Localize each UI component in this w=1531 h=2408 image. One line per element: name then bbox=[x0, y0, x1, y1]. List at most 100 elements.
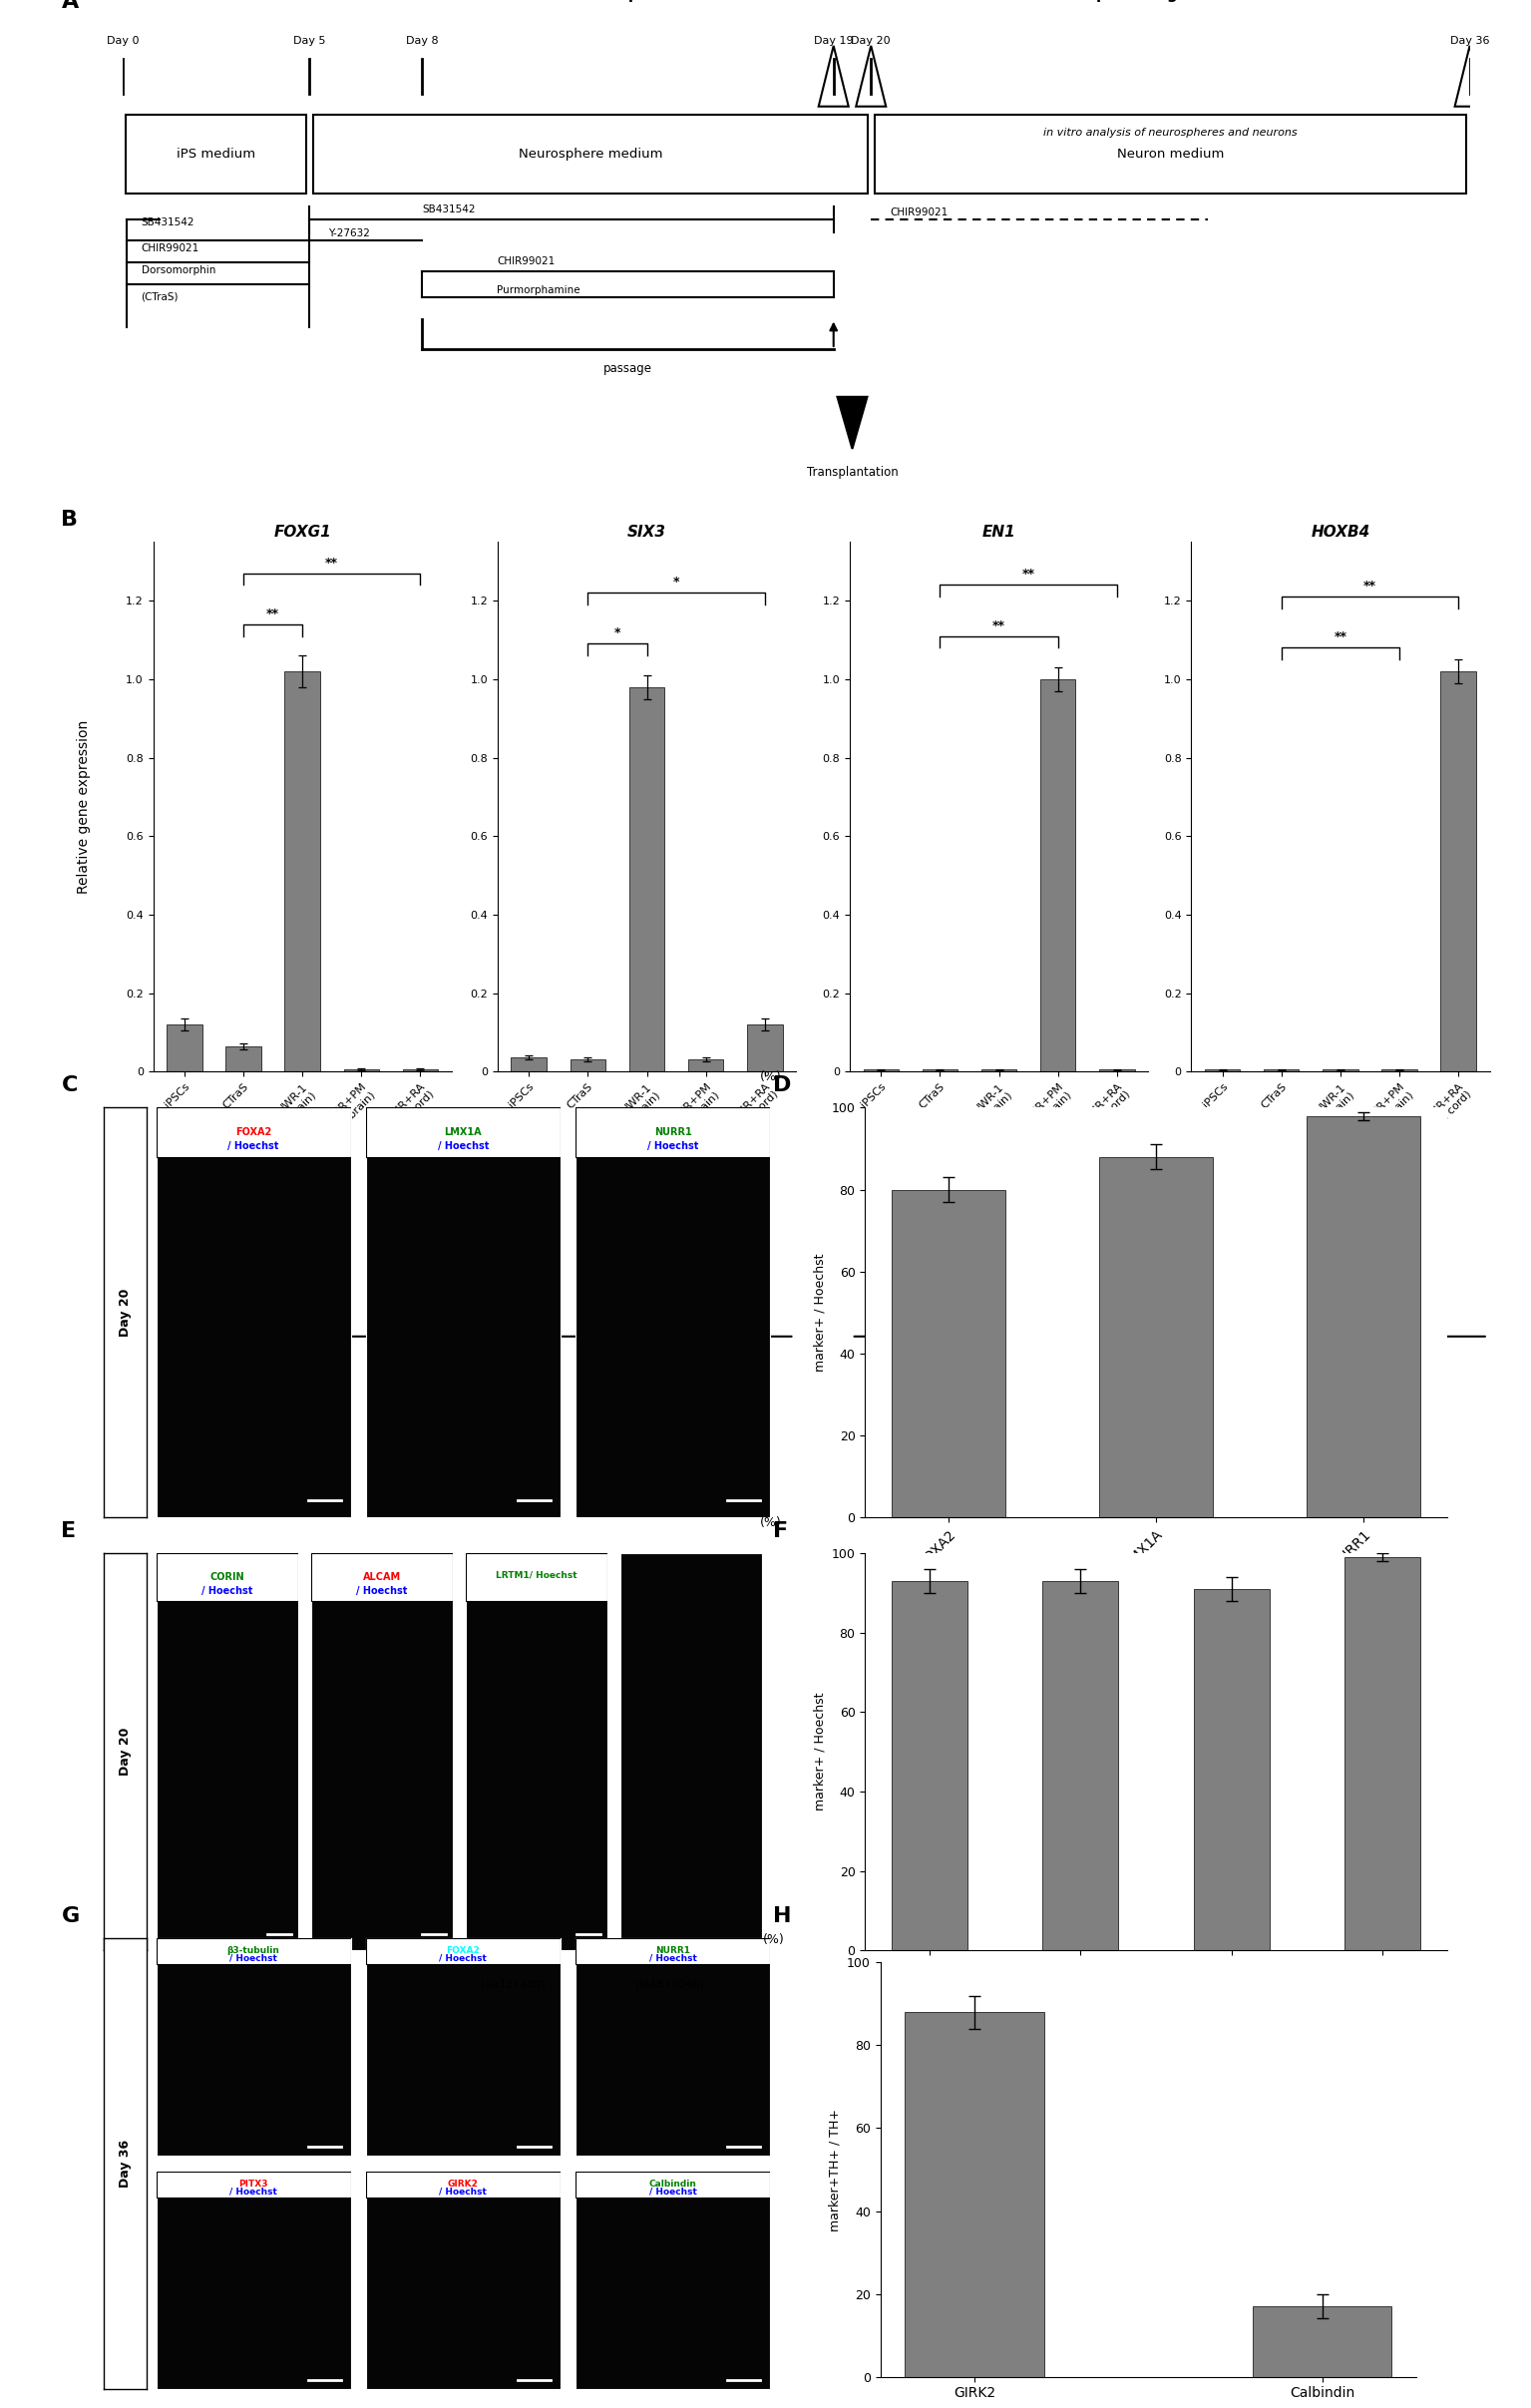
Text: PITX3: PITX3 bbox=[239, 2179, 268, 2189]
Bar bbox=[156, 1553, 299, 1601]
Bar bbox=[576, 2172, 770, 2199]
Bar bbox=[1306, 1115, 1421, 1517]
Text: / Hoechst: / Hoechst bbox=[649, 1953, 697, 1963]
Text: Day 0: Day 0 bbox=[106, 36, 139, 46]
Polygon shape bbox=[837, 397, 867, 448]
Text: Day 19: Day 19 bbox=[814, 36, 853, 46]
Text: Neurospheres: Neurospheres bbox=[568, 0, 687, 2]
Text: Day 5: Day 5 bbox=[1206, 1368, 1239, 1377]
Text: FOXA2: FOXA2 bbox=[447, 1946, 479, 1955]
Title: SIX3: SIX3 bbox=[628, 525, 666, 539]
Bar bbox=[511, 1057, 547, 1072]
Bar bbox=[891, 1582, 968, 1950]
Text: iPSCs: iPSCs bbox=[193, 0, 240, 2]
Bar bbox=[576, 1938, 770, 1965]
Text: SB431542: SB431542 bbox=[141, 217, 194, 229]
Text: (%): (%) bbox=[762, 1934, 784, 1946]
Text: Day 5: Day 5 bbox=[865, 1368, 897, 1377]
Text: Day 20: Day 20 bbox=[851, 36, 891, 46]
Bar bbox=[285, 672, 320, 1072]
Bar bbox=[747, 1023, 782, 1072]
Text: Day 5: Day 5 bbox=[168, 1368, 201, 1377]
Text: Day 36: Day 36 bbox=[119, 2141, 132, 2186]
Text: LMX1A: LMX1A bbox=[444, 1127, 482, 1137]
Bar bbox=[225, 1045, 262, 1072]
Text: (%): (%) bbox=[761, 1069, 782, 1084]
Bar bbox=[1099, 1156, 1213, 1517]
Text: CHIR99021: CHIR99021 bbox=[890, 207, 948, 217]
Text: C: C bbox=[61, 1076, 78, 1096]
Text: / Hoechst: / Hoechst bbox=[649, 2186, 697, 2196]
Text: Day 20: Day 20 bbox=[119, 1288, 132, 1336]
Title: EN1: EN1 bbox=[983, 525, 1015, 539]
Text: / Hoechst: / Hoechst bbox=[648, 1141, 698, 1151]
Bar bbox=[366, 1108, 560, 1156]
Bar bbox=[366, 1938, 560, 1965]
Title: FOXG1: FOXG1 bbox=[274, 525, 331, 539]
Text: CHIR99021: CHIR99021 bbox=[141, 243, 199, 253]
Text: passage: passage bbox=[603, 361, 652, 376]
Text: **: ** bbox=[326, 556, 338, 568]
FancyBboxPatch shape bbox=[874, 116, 1467, 193]
Bar bbox=[1194, 1589, 1269, 1950]
Text: / Hoechst: / Hoechst bbox=[439, 2186, 487, 2196]
Text: Day 19: Day 19 bbox=[312, 1368, 352, 1377]
Text: ALCAM: ALCAM bbox=[363, 1572, 401, 1582]
FancyBboxPatch shape bbox=[312, 116, 868, 193]
Text: LRTM1/ Hoechst: LRTM1/ Hoechst bbox=[496, 1570, 577, 1580]
Text: G: G bbox=[61, 1907, 80, 1926]
Text: Transplantation: Transplantation bbox=[807, 467, 899, 479]
Text: (CTraS): (CTraS) bbox=[141, 291, 179, 301]
Title: HOXB4: HOXB4 bbox=[1311, 525, 1370, 539]
Text: *: * bbox=[614, 626, 620, 641]
Text: Day 19: Day 19 bbox=[1009, 1368, 1049, 1377]
Text: Relative gene expression: Relative gene expression bbox=[77, 720, 92, 893]
Text: iPS medium: iPS medium bbox=[176, 147, 256, 161]
Bar bbox=[576, 1108, 770, 1156]
Text: CHIR99021: CHIR99021 bbox=[496, 258, 554, 267]
Text: Calbindin: Calbindin bbox=[649, 2179, 697, 2189]
Text: Y-27632: Y-27632 bbox=[328, 229, 371, 238]
FancyBboxPatch shape bbox=[126, 116, 306, 193]
Text: *: * bbox=[674, 576, 680, 590]
Text: (MAB10046): (MAB10046) bbox=[635, 1979, 704, 1989]
Text: E: E bbox=[61, 1522, 77, 1541]
Text: Day 19: Day 19 bbox=[657, 1368, 697, 1377]
Text: NURR1: NURR1 bbox=[654, 1127, 692, 1137]
Bar bbox=[687, 1060, 724, 1072]
Text: H: H bbox=[773, 1907, 792, 1926]
Text: NURR1: NURR1 bbox=[655, 1946, 690, 1955]
Text: / Hoechst: / Hoechst bbox=[438, 1141, 488, 1151]
Y-axis label: marker+TH+ / TH+: marker+TH+ / TH+ bbox=[828, 2109, 841, 2230]
Bar bbox=[629, 686, 664, 1072]
Text: Neuron medium: Neuron medium bbox=[1116, 147, 1223, 161]
Bar bbox=[1043, 1582, 1118, 1950]
Bar bbox=[156, 1108, 351, 1156]
Text: / Hoechst: / Hoechst bbox=[228, 1141, 279, 1151]
Text: Day 19: Day 19 bbox=[1350, 1368, 1390, 1377]
Text: CORIN: CORIN bbox=[210, 1572, 245, 1582]
Bar bbox=[1252, 2307, 1392, 2377]
Text: **: ** bbox=[1023, 568, 1035, 580]
Text: Day 36: Day 36 bbox=[1450, 36, 1490, 46]
Text: / Hoechst: / Hoechst bbox=[230, 2186, 277, 2196]
Text: / Hoechst: / Hoechst bbox=[439, 1953, 487, 1963]
Bar bbox=[311, 1553, 453, 1601]
Text: SB431542: SB431542 bbox=[423, 205, 475, 214]
Bar bbox=[167, 1023, 202, 1072]
Text: **: ** bbox=[266, 607, 279, 621]
Bar bbox=[570, 1060, 606, 1072]
Bar bbox=[905, 2013, 1044, 2377]
Text: Dopaminergic neurons: Dopaminergic neurons bbox=[1073, 0, 1268, 2]
Text: **: ** bbox=[1334, 631, 1347, 643]
Text: Neurosphere medium: Neurosphere medium bbox=[517, 147, 663, 161]
Text: β3-tubulin: β3-tubulin bbox=[227, 1946, 280, 1955]
Text: Day 5: Day 5 bbox=[294, 36, 326, 46]
Bar bbox=[156, 2172, 351, 2199]
Bar bbox=[1344, 1558, 1421, 1950]
Bar bbox=[891, 1190, 1006, 1517]
Bar bbox=[156, 1938, 351, 1965]
Text: / Hoechst: / Hoechst bbox=[357, 1587, 407, 1597]
Bar bbox=[366, 2172, 560, 2199]
Text: FOXA2: FOXA2 bbox=[236, 1127, 271, 1137]
